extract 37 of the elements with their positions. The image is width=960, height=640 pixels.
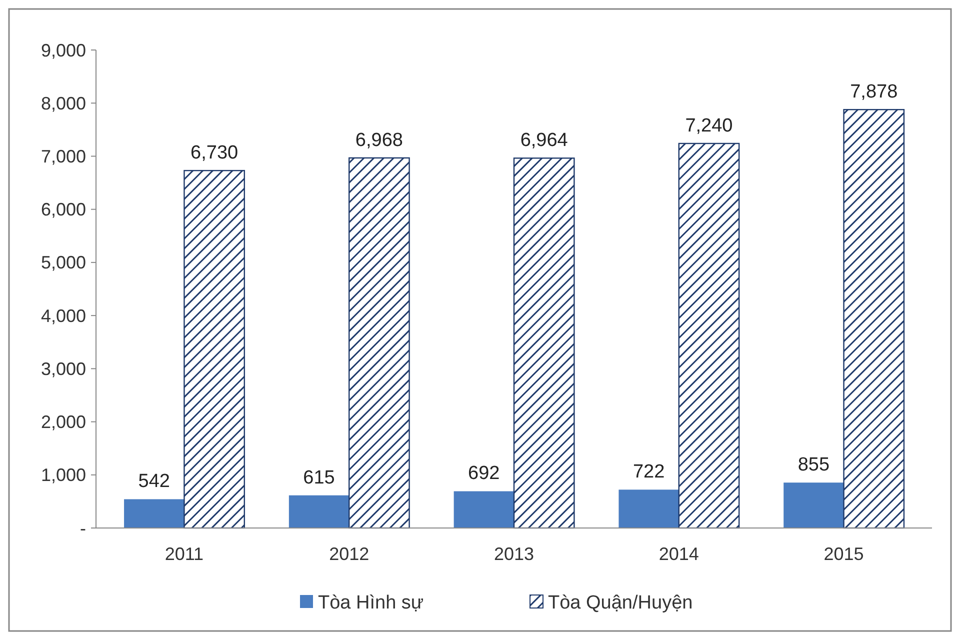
data-label: 6,730 [190, 142, 238, 164]
y-tick-label: 4,000 [40, 306, 86, 326]
x-tick-label: 2015 [824, 544, 864, 564]
y-tick-label: 2,000 [40, 412, 86, 432]
y-tick-label: - [80, 518, 86, 538]
x-tick-label: 2011 [164, 544, 204, 564]
data-label: 722 [632, 462, 665, 483]
bar [288, 495, 350, 528]
legend-label: Tòa Hình sự [318, 592, 424, 614]
data-label: 615 [303, 467, 335, 488]
data-label: 6,964 [520, 130, 568, 152]
y-tick-label: 3,000 [40, 358, 86, 379]
bar [184, 170, 245, 529]
y-tick-label: 7,000 [40, 146, 86, 167]
bar [678, 142, 740, 529]
data-label: 692 [468, 463, 500, 484]
y-tick-label: 1,000 [40, 465, 86, 486]
bar [843, 108, 905, 529]
data-label: 7,240 [685, 115, 733, 136]
y-tick-label: 9,000 [40, 40, 86, 60]
x-tick-label: 2014 [658, 544, 699, 564]
bar [124, 499, 184, 528]
data-label: 855 [798, 454, 830, 476]
bar [348, 157, 410, 529]
y-tick-label: 5,000 [40, 252, 86, 273]
data-label: 7,878 [850, 82, 898, 103]
y-tick-label: 8,000 [40, 93, 86, 114]
y-tick-label: 6,000 [40, 200, 86, 220]
bar [454, 491, 514, 528]
data-label: 542 [138, 471, 170, 492]
bar [618, 490, 679, 528]
bar [513, 158, 575, 529]
data-label: 6,968 [355, 130, 403, 151]
x-tick-label: 2012 [329, 544, 370, 564]
legend-label: Tòa Quận/Huyện [548, 592, 693, 614]
x-tick-label: 2013 [494, 544, 534, 564]
bar [784, 482, 844, 528]
